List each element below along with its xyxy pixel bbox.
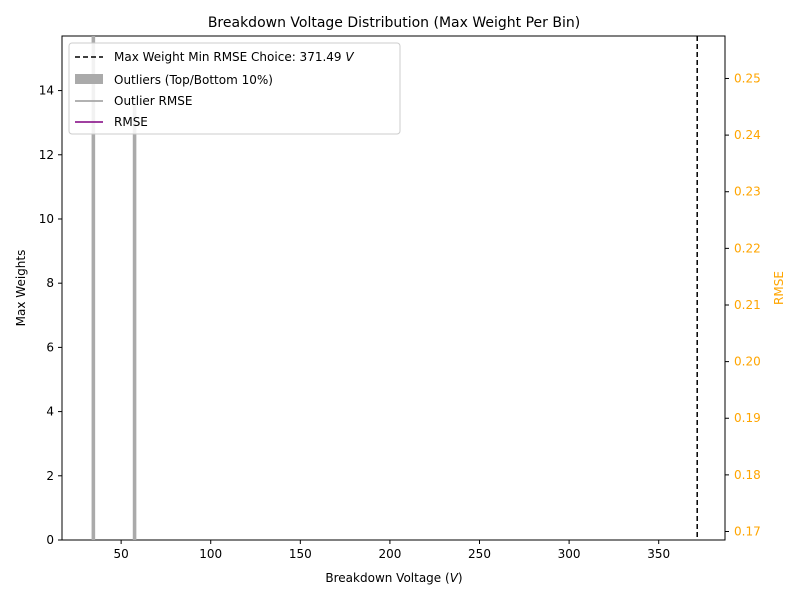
y-tick-label-0: 0 — [46, 533, 54, 547]
legend-label-rmse: RMSE — [114, 115, 148, 129]
y-right-tick-label-0: 0.17 — [734, 525, 761, 539]
y-tick-label-5: 10 — [39, 212, 54, 226]
y-ticks-right: 0.17 0.18 0.19 0.20 0.21 0.22 0.23 0.24 0.25 — [725, 71, 761, 539]
outlier-bar-0 — [91, 36, 96, 540]
legend-swatch-outliers — [75, 74, 103, 84]
y-right-tick-label-6: 0.23 — [734, 185, 761, 199]
legend-box — [68, 42, 401, 135]
x-tick-label-5: 300 — [558, 547, 581, 561]
x-tick-label-3: 200 — [378, 547, 401, 561]
y-tick-label-3: 6 — [46, 340, 54, 354]
x-ticks: 50 100 150 200 250 300 350 — [113, 540, 670, 561]
legend-label-outlier-rmse: Outlier RMSE — [114, 94, 192, 108]
y-tick-label-1: 2 — [46, 469, 54, 483]
bars-layer — [91, 36, 137, 541]
legend-label-vline-main: Max Weight Min RMSE Choice: 371.49 — [114, 50, 345, 64]
y-right-tick-label-3: 0.20 — [734, 355, 761, 369]
y-right-tick-label-1: 0.18 — [734, 468, 761, 482]
chart-title: Breakdown Voltage Distribution (Max Weig… — [208, 15, 580, 31]
x-axis-label: Breakdown Voltage (V) — [325, 571, 462, 585]
plot-frame — [61, 35, 726, 541]
y-right-tick-label-4: 0.21 — [734, 298, 761, 312]
y-right-tick-label-7: 0.24 — [734, 128, 761, 142]
x-axis-label-var: V — [450, 571, 459, 585]
legend-label-vline: Max Weight Min RMSE Choice: 371.49 V — [114, 50, 354, 64]
x-tick-label-0: 50 — [113, 547, 128, 561]
y-tick-label-4: 8 — [46, 276, 54, 290]
y-tick-label-6: 12 — [39, 148, 54, 162]
x-tick-label-1: 100 — [199, 547, 222, 561]
y-right-tick-label-5: 0.22 — [734, 241, 761, 255]
legend-label-outliers: Outliers (Top/Bottom 10%) — [114, 73, 273, 87]
x-axis-label-end: ) — [458, 571, 463, 585]
y-right-tick-label-2: 0.19 — [734, 411, 761, 425]
y-axis-label-right: RMSE — [772, 271, 786, 305]
x-axis-label-main: Breakdown Voltage ( — [325, 571, 449, 585]
x-tick-label-2: 150 — [289, 547, 312, 561]
y-tick-label-2: 4 — [46, 405, 54, 419]
x-tick-label-6: 350 — [647, 547, 670, 561]
y-ticks: 0 2 4 6 8 10 12 14 — [39, 84, 62, 547]
legend-label-vline-var: V — [345, 50, 354, 64]
outlier-bar-1 — [132, 103, 137, 541]
x-tick-label-4: 250 — [468, 547, 491, 561]
y-tick-label-7: 14 — [39, 84, 54, 98]
y-right-tick-label-8: 0.25 — [734, 71, 761, 85]
legend: Max Weight Min RMSE Choice: 371.49 V Out… — [68, 42, 401, 135]
y-axis-label: Max Weights — [14, 250, 28, 327]
